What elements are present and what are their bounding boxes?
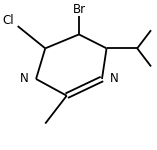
- Text: Br: Br: [72, 3, 86, 16]
- Text: N: N: [19, 72, 28, 86]
- Text: N: N: [110, 72, 119, 86]
- Text: Cl: Cl: [3, 14, 14, 27]
